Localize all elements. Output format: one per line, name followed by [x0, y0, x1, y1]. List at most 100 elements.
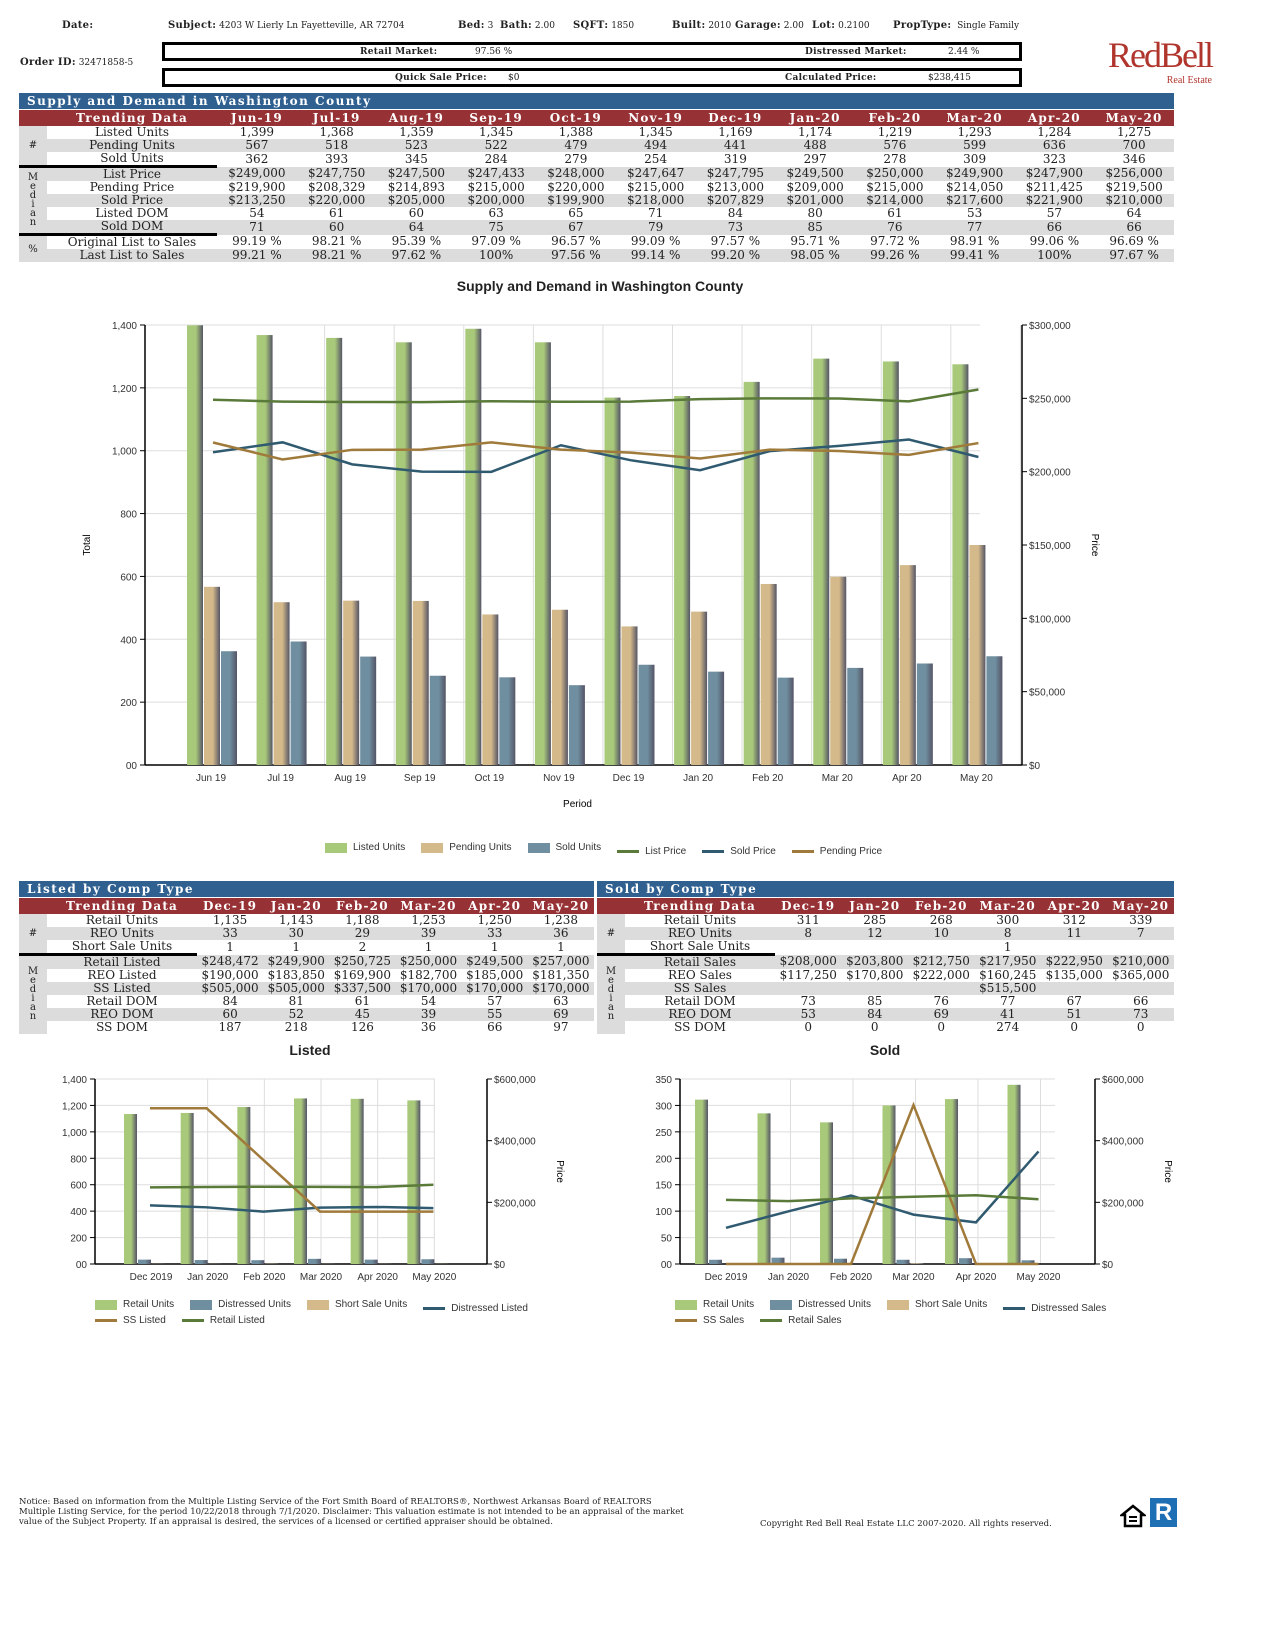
- legend-item: Sold Price: [702, 846, 776, 857]
- x-tick-label: Jan 2020: [768, 1272, 810, 1283]
- table-row: SS DOM 187 218 126 36 66 97: [19, 1021, 594, 1034]
- bath-label: Bath:: [500, 20, 533, 31]
- row-label: Retail DOM: [664, 994, 736, 1008]
- cell-value: 274: [996, 1020, 1020, 1034]
- header-month: Dec-19: [197, 898, 264, 914]
- sold-chart-title: Sold: [869, 1042, 901, 1058]
- y-tick-label: 1,000: [62, 1128, 87, 1139]
- y-tick-label: 00: [76, 1260, 88, 1271]
- main-chart-title: Supply and Demand in Washington County: [456, 278, 744, 294]
- cell-value: 187: [218, 1020, 242, 1034]
- legend-item: Pending Units: [421, 842, 512, 853]
- table-row: REO Sales $117,250 $170,800 $222,000 $160,24…: [597, 969, 1174, 982]
- header-trending: Trending Data: [47, 110, 217, 126]
- header-month: Jan-20: [841, 898, 908, 914]
- calculated-price-value: $238,415: [928, 73, 971, 83]
- table-row: # Listed Units 1,399 1,368 1,359 1,345 1,388 1,…: [19, 125, 1174, 167]
- retail-market-label: Retail Market:: [360, 47, 438, 57]
- cell-value: $213,000: [706, 180, 764, 194]
- cell-value: $337,500: [329, 982, 396, 995]
- cell-value: 73: [800, 994, 816, 1008]
- cell-value: 39: [395, 927, 462, 940]
- built-label: Built:: [672, 20, 706, 31]
- x-tick-label: Feb 2020: [830, 1272, 873, 1283]
- legend-label: SS Listed: [123, 1314, 166, 1326]
- cell-value: 67: [1066, 994, 1082, 1008]
- cell-value: 54: [420, 994, 437, 1008]
- supply-section-title: Supply and Demand in Washington County: [19, 93, 1174, 109]
- x-tick-label: Aug 19: [334, 773, 366, 784]
- line-distressed-sales: [725, 1150, 1040, 1230]
- cell-value: 297: [803, 151, 827, 166]
- legend-label: SS Sales: [703, 1314, 745, 1326]
- header-month: May-20: [1107, 898, 1174, 914]
- cell-value: 312: [1062, 913, 1086, 927]
- distressed-market-value: 2.44 %: [948, 47, 980, 57]
- table-row: REO Units 8 12 10 8 11 7: [597, 927, 1174, 940]
- quick-sale-label: Quick Sale Price:: [395, 73, 487, 83]
- y-tick-label: 00: [661, 1260, 673, 1271]
- cell-value: 10: [908, 927, 975, 940]
- line-sold-price: [212, 438, 979, 474]
- x-tick-label: Nov 19: [543, 773, 575, 784]
- x-tick-label: Mar 2020: [892, 1272, 935, 1283]
- cell-value: 85: [867, 994, 883, 1008]
- row-label: REO Units: [625, 927, 775, 940]
- table-row: # Retail Units 311 285 268 300 312 339: [597, 913, 1174, 955]
- cell-value: 311: [796, 913, 820, 927]
- cell-value: $135,000: [1045, 968, 1103, 982]
- bar-retail-units: [237, 1107, 251, 1264]
- proptype-value: Single Family: [957, 21, 1020, 31]
- cell-value: 45: [329, 1008, 396, 1021]
- legend-label: Distressed Sales: [1031, 1302, 1107, 1314]
- subject-line: Subject: 4203 W Lierly Ln Fayetteville, …: [168, 20, 404, 31]
- legend-item: Distressed Units: [770, 1299, 871, 1310]
- table-row: Short Sale Units 1 1 2 1 1 1: [19, 940, 594, 955]
- x-tick-label: Jan 2020: [187, 1272, 229, 1283]
- cell-value: $211,425: [1025, 180, 1083, 194]
- group-side-label: #: [19, 914, 47, 955]
- cell-value: 1: [226, 939, 234, 954]
- footer-notice: Notice: Based on information from the Mu…: [19, 1497, 684, 1527]
- y2-axis-label: Price: [554, 1160, 565, 1183]
- bar-listed-units: [187, 325, 203, 765]
- legend-line: [760, 1318, 783, 1322]
- cell-value: 39: [395, 1008, 462, 1021]
- x-tick-label: Jul 19: [267, 773, 294, 784]
- header-month: Dec-19: [775, 898, 842, 914]
- cell-value: $247,433: [456, 166, 536, 181]
- header-month: Dec-19: [695, 110, 776, 126]
- x-tick-label: Mar 20: [822, 773, 854, 784]
- cell-value: 479: [536, 139, 616, 152]
- row-label: REO Sales: [668, 968, 732, 982]
- legend-item: Distressed Units: [190, 1299, 291, 1310]
- cell-value: 29: [329, 927, 396, 940]
- lot-value: 0.2100: [838, 21, 870, 31]
- cell-value: 345: [404, 151, 428, 166]
- cell-value: 1,169: [718, 125, 753, 139]
- row-label: Original List to Sales: [47, 233, 217, 249]
- cell-value: 60: [408, 206, 425, 220]
- row-label: Retail Listed: [47, 953, 197, 969]
- x-tick-label: May 20: [960, 773, 993, 784]
- header-month: Aug-19: [376, 110, 457, 126]
- cell-value: 100%: [1014, 249, 1095, 262]
- cell-value: 97.57 %: [710, 234, 761, 249]
- bar-pending-units: [691, 611, 708, 765]
- bar-pending-units: [830, 576, 847, 765]
- cell-value: $203,800: [841, 954, 908, 969]
- bar-distressed-units: [194, 1260, 208, 1264]
- cell-value: 36: [527, 927, 594, 940]
- cell-value: 441: [695, 139, 776, 152]
- row-label: Short Sale Units: [71, 939, 173, 953]
- garage-field: Garage: 2.00: [735, 20, 804, 31]
- cell-value: [908, 940, 975, 955]
- cell-value: $218,000: [615, 194, 696, 207]
- listed-chart: 00 200 400 600 800 1,000 1,200 1,400 $0 $200,000 $…: [62, 1075, 565, 1283]
- bar-sold-units: [986, 656, 1003, 765]
- bar-distressed-units: [1021, 1260, 1035, 1264]
- cell-value: 0: [1136, 1020, 1145, 1034]
- y2-tick-label: $150,000: [1029, 541, 1071, 552]
- cell-value: $249,500: [775, 166, 855, 181]
